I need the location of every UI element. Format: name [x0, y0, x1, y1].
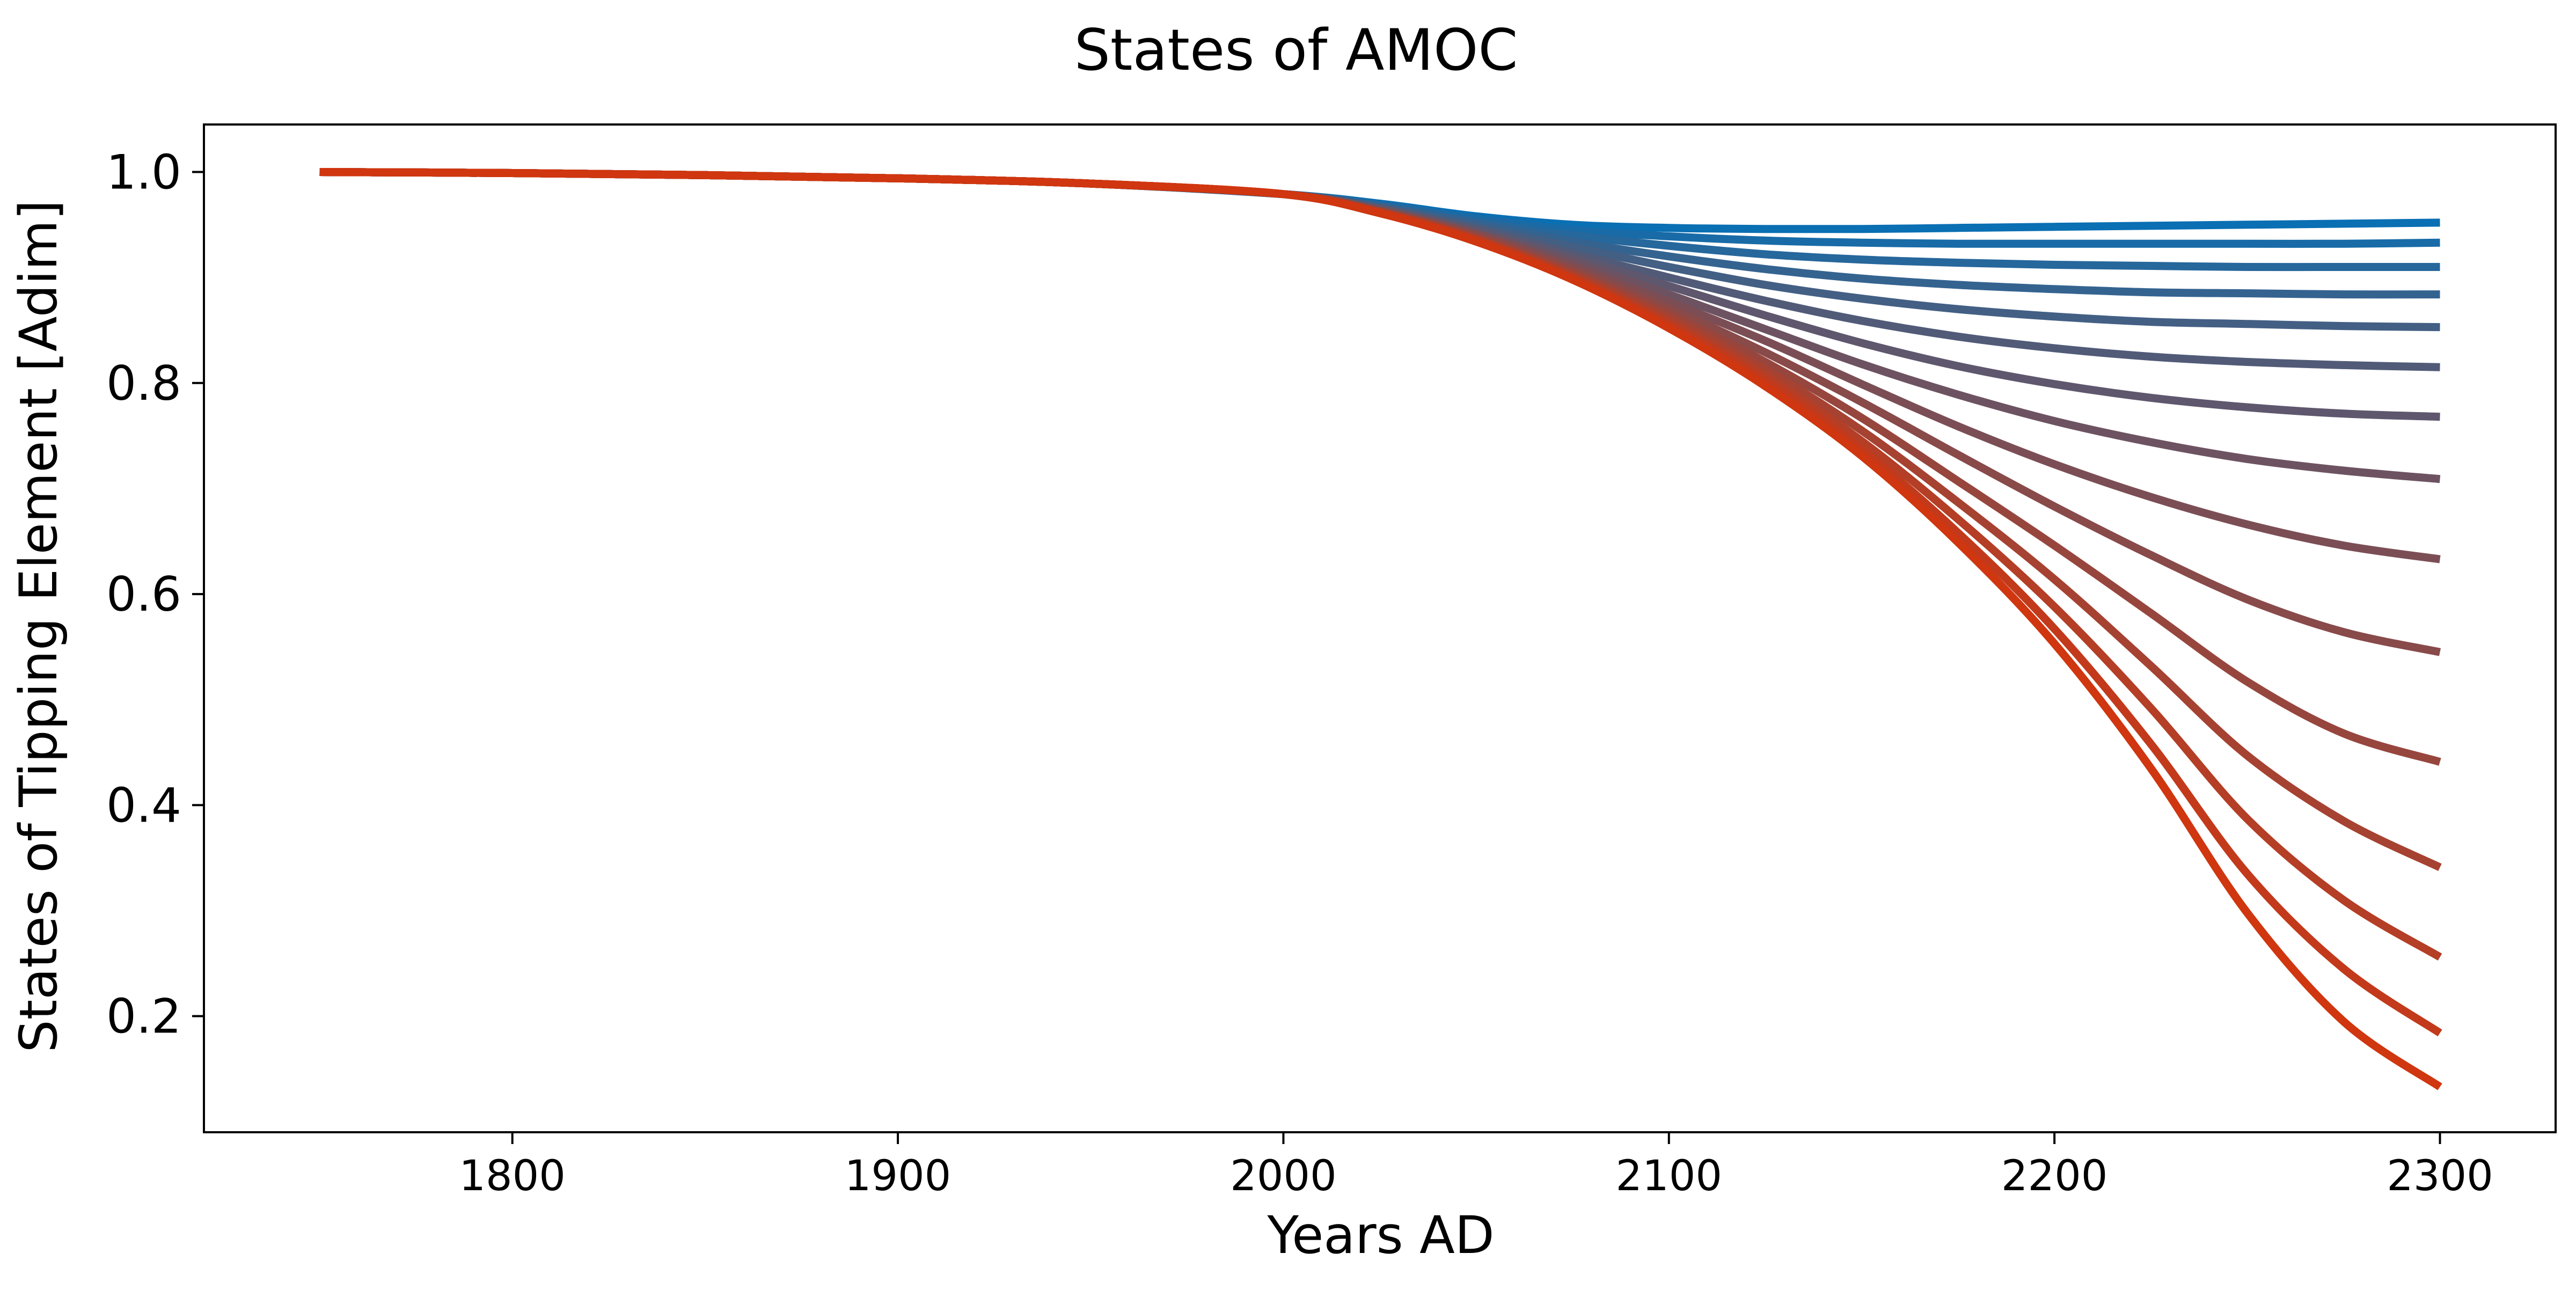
plot-frame: [203, 123, 2557, 1133]
series-group: [319, 168, 2442, 1090]
series-line-12: [319, 168, 2442, 871]
series-line-5: [319, 168, 2440, 332]
x-tick-label: 1800: [459, 1152, 566, 1200]
x-tick-label: 2100: [1616, 1152, 1723, 1200]
y-axis-label: States of Tipping Element [Adim]: [9, 200, 69, 1053]
chart-title: States of AMOC: [1074, 17, 1518, 83]
y-tick-label: 0.2: [106, 989, 181, 1044]
x-tick-label: 2000: [1230, 1152, 1337, 1200]
axis-ticks: 1800 1900 2000 2100 2200 2300 0.2 0.4 0.6 0.8 1.0: [106, 144, 2493, 1200]
series-line-8: [319, 168, 2441, 483]
x-tick-label: 1900: [845, 1152, 952, 1200]
y-tick-label: 0.6: [106, 567, 181, 622]
x-axis-label: Years AD: [1267, 1205, 1494, 1265]
series-line-15: [319, 168, 2442, 1090]
series-line-4: [319, 168, 2440, 299]
series-line-14: [319, 168, 2442, 1037]
series-line-1: [319, 168, 2440, 233]
x-tick-label: 2200: [2001, 1152, 2108, 1200]
y-tick-label: 0.4: [106, 778, 181, 833]
y-tick-label: 1.0: [106, 144, 181, 200]
x-tick-label: 2300: [2387, 1152, 2493, 1200]
plot-area: [203, 123, 2557, 1133]
y-tick-label: 0.8: [106, 356, 181, 411]
series-line-3: [319, 168, 2440, 272]
